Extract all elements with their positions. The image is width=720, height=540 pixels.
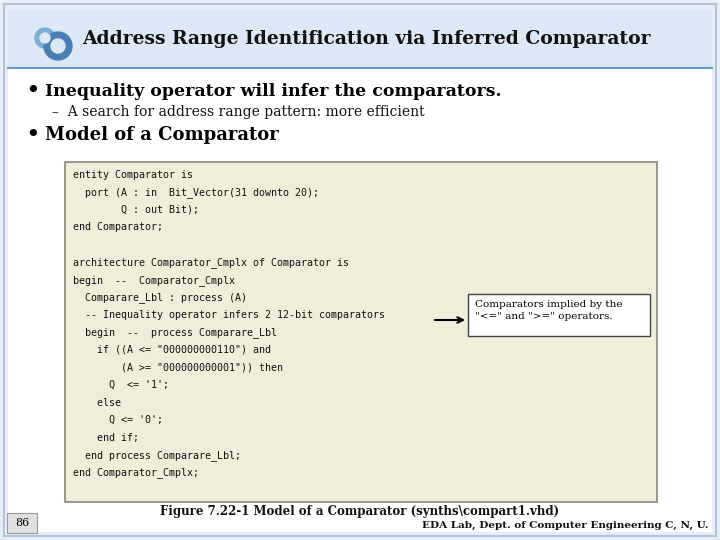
FancyBboxPatch shape (4, 4, 716, 536)
Text: 86: 86 (15, 518, 29, 528)
FancyBboxPatch shape (468, 294, 650, 336)
Circle shape (40, 33, 50, 43)
FancyBboxPatch shape (8, 10, 712, 532)
Text: end process Comparare_Lbl;: end process Comparare_Lbl; (73, 450, 241, 461)
Text: begin  --  process Comparare_Lbl: begin -- process Comparare_Lbl (73, 327, 277, 339)
Text: end Comparator_Cmplx;: end Comparator_Cmplx; (73, 468, 199, 478)
Circle shape (51, 39, 65, 53)
Text: if ((A <= "000000000110") and: if ((A <= "000000000110") and (73, 345, 271, 355)
Text: begin  --  Comparator_Cmplx: begin -- Comparator_Cmplx (73, 275, 235, 286)
Text: Q <= '0';: Q <= '0'; (73, 415, 163, 425)
Text: architecture Comparator_Cmplx of Comparator is: architecture Comparator_Cmplx of Compara… (73, 258, 349, 268)
Text: Figure 7.22-1 Model of a Comparator (synths\compart1.vhd): Figure 7.22-1 Model of a Comparator (syn… (161, 505, 559, 518)
Text: else: else (73, 397, 121, 408)
Circle shape (44, 32, 72, 60)
Text: entity Comparator is: entity Comparator is (73, 170, 193, 180)
Text: •: • (25, 79, 40, 103)
Text: end if;: end if; (73, 433, 139, 442)
FancyBboxPatch shape (7, 513, 37, 533)
Circle shape (35, 28, 55, 48)
Text: Model of a Comparator: Model of a Comparator (45, 126, 279, 144)
Text: •: • (25, 123, 40, 147)
Text: Address Range Identification via Inferred Comparator: Address Range Identification via Inferre… (82, 30, 650, 48)
Text: -- Inequality operator infers 2 12-bit comparators: -- Inequality operator infers 2 12-bit c… (73, 310, 385, 320)
FancyBboxPatch shape (65, 162, 657, 502)
Text: Comparators implied by the
"<=" and ">=" operators.: Comparators implied by the "<=" and ">="… (475, 300, 623, 321)
Text: end Comparator;: end Comparator; (73, 222, 163, 233)
Text: Comparare_Lbl : process (A): Comparare_Lbl : process (A) (73, 293, 247, 303)
Text: Q : out Bit);: Q : out Bit); (73, 205, 199, 215)
Text: Inequality operator will infer the comparators.: Inequality operator will infer the compa… (45, 83, 502, 99)
Text: –  A search for address range pattern: more efficient: – A search for address range pattern: mo… (52, 105, 425, 119)
Text: port (A : in  Bit_Vector(31 downto 20);: port (A : in Bit_Vector(31 downto 20); (73, 187, 319, 198)
Text: Q  <= '1';: Q <= '1'; (73, 380, 169, 390)
Text: (A >= "000000000001")) then: (A >= "000000000001")) then (73, 362, 283, 373)
FancyBboxPatch shape (8, 10, 712, 68)
Text: EDA Lab, Dept. of Computer Engineering C, N, U.: EDA Lab, Dept. of Computer Engineering C… (421, 521, 708, 530)
